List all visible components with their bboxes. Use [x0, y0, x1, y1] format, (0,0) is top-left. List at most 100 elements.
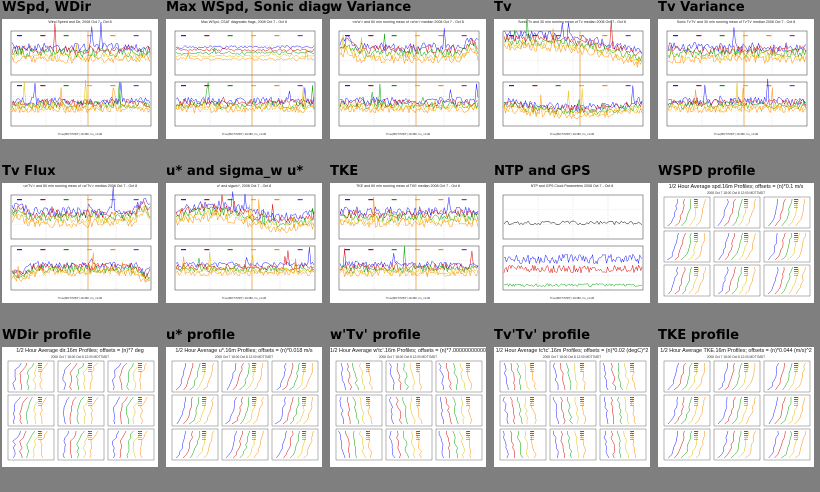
- series-line: [175, 49, 315, 61]
- legend-swatch: [794, 399, 798, 400]
- series-line: [11, 209, 151, 228]
- legend-swatch: [138, 397, 142, 398]
- plot-thumbnail[interactable]: 1/2 Hour Average w'tc'.16m Profiles; off…: [330, 347, 486, 467]
- plot-thumbnail[interactable]: NTP and GPS Clock Parameters 2008 Oct 7 …: [494, 183, 650, 303]
- profile-panel-frame: [221, 360, 269, 393]
- profile-line: [466, 362, 472, 391]
- legend-swatch: [133, 199, 139, 201]
- legend-swatch: [744, 369, 748, 370]
- profile-line: [252, 396, 265, 425]
- profile-line: [517, 430, 524, 459]
- series-line: [503, 22, 643, 55]
- plot-image: [502, 194, 644, 291]
- legend-swatch: [719, 35, 725, 37]
- plot-image: [663, 360, 811, 461]
- plot-thumbnail[interactable]: <w'w'> and 60 min running mean of <w'w'>…: [330, 19, 486, 139]
- legend-swatch: [694, 367, 698, 368]
- profile-line: [774, 430, 786, 459]
- thumbnail-title[interactable]: u* profile: [166, 328, 236, 343]
- thumbnail-title[interactable]: TKE: [330, 164, 359, 179]
- plot-thumbnail[interactable]: 1/2 Hour Average u*.16m Profiles; offset…: [166, 347, 322, 467]
- series-line: [503, 39, 643, 65]
- plot-thumbnail[interactable]: <w'Tv'> and 60 min running mean of <w'Tv…: [2, 183, 158, 303]
- profile-panel-frame: [271, 428, 319, 461]
- thumbnail-title[interactable]: Tv Variance: [658, 0, 745, 15]
- thumbnail-title[interactable]: Tv'Tv' profile: [494, 328, 591, 343]
- legend-swatch: [138, 371, 142, 372]
- profile-panel-frame: [7, 360, 55, 393]
- legend-swatch: [744, 433, 748, 434]
- profile-line: [139, 362, 147, 391]
- plot-thumbnail[interactable]: Max WSpd, CSAT diagnostic flags, 2008 Oc…: [166, 19, 322, 139]
- thumbnail-title[interactable]: TKE profile: [658, 328, 740, 343]
- legend-swatch: [63, 199, 69, 201]
- profile-line: [516, 362, 522, 391]
- profile-line: [69, 396, 77, 425]
- profile-line: [196, 362, 206, 391]
- plot-image: [338, 28, 480, 127]
- profile-line: [718, 266, 729, 295]
- legend-swatch: [17, 85, 22, 87]
- profile-panel-frame: [499, 394, 547, 427]
- profile-panel-frame: [713, 428, 761, 461]
- profile-line: [739, 266, 750, 295]
- series-line: [11, 252, 151, 283]
- legend-swatch: [366, 365, 370, 366]
- legend-swatch: [366, 433, 370, 434]
- legend-swatch: [744, 403, 748, 404]
- legend-swatch: [744, 367, 748, 368]
- plot-thumbnail[interactable]: u* and sigw/u*, 2008 Oct 7 - Oct 8 Time(M…: [166, 183, 322, 303]
- legend-swatch: [416, 371, 420, 372]
- legend-swatch: [466, 431, 470, 432]
- profile-line: [465, 396, 472, 425]
- plot-thumbnail[interactable]: 1/2 Hour Average tc'tc'.16m Profiles; of…: [494, 347, 650, 467]
- thumbnail-title[interactable]: WDir profile: [2, 328, 92, 343]
- plot-thumbnail[interactable]: Wind Speed and Dir, 2008 Oct 7 - Oct 8 Ti…: [2, 19, 158, 139]
- thumbnail-title[interactable]: Tv Flux: [2, 164, 56, 179]
- profile-line: [120, 396, 128, 425]
- series-line: [503, 99, 643, 116]
- legend-swatch: [38, 367, 42, 368]
- series-line: [175, 87, 315, 106]
- profile-line: [359, 396, 365, 425]
- plot-thumbnail[interactable]: Sonic Tv'Tv' and 30 min running mean of …: [658, 19, 814, 139]
- legend-swatch: [694, 269, 698, 270]
- profile-line: [283, 430, 294, 459]
- thumbnail-title[interactable]: WSpd, WDir: [2, 0, 92, 15]
- thumbnail-title[interactable]: u* and sigma_w u*: [166, 164, 304, 179]
- thumbnail-title[interactable]: Tv: [494, 0, 512, 15]
- legend-swatch: [530, 403, 534, 404]
- legend-swatch: [580, 371, 584, 372]
- profile-line: [415, 396, 423, 425]
- legend-swatch: [368, 85, 374, 87]
- plot-thumbnail[interactable]: 1/2 Hour Average dir.16m Profiles; offse…: [2, 347, 158, 467]
- thumbnail-title[interactable]: Max WSpd, Sonic diag: [166, 0, 331, 15]
- thumbnail-title[interactable]: WSPD profile: [658, 164, 756, 179]
- thumbnail-title[interactable]: w'Tv' profile: [330, 328, 421, 343]
- profile-line: [668, 431, 678, 459]
- profile-line: [530, 362, 537, 391]
- legend-swatch: [794, 237, 798, 238]
- legend-swatch: [297, 35, 303, 37]
- thumbnail-title[interactable]: w Variance: [330, 0, 412, 15]
- profile-panel-frame: [663, 264, 711, 297]
- plot-thumbnail[interactable]: 1/2 Hour Average spd.16m Profiles; offse…: [658, 183, 814, 303]
- profile-line: [553, 362, 559, 391]
- profile-line: [26, 362, 34, 391]
- legend-swatch: [438, 249, 444, 251]
- profile-line: [630, 430, 637, 459]
- profile-line: [767, 362, 779, 391]
- profile-line: [560, 362, 566, 391]
- profile-line: [724, 232, 735, 261]
- legend-swatch: [696, 35, 702, 37]
- legend-swatch: [794, 267, 798, 268]
- profile-panel-frame: [713, 196, 761, 229]
- legend-swatch: [302, 371, 306, 372]
- plot-thumbnail[interactable]: TKE and 60 min running mean of TKE media…: [330, 183, 486, 303]
- legend-swatch: [202, 437, 206, 438]
- profile-panel-frame: [271, 360, 319, 393]
- plot-thumbnail[interactable]: Sonic Tv and 30 min running mean of Tv m…: [494, 19, 650, 139]
- thumbnail-title[interactable]: NTP and GPS: [494, 164, 591, 179]
- plot-thumbnail[interactable]: 1/2 Hour Average TKE.16m Profiles; offse…: [658, 347, 814, 467]
- profile-line: [745, 266, 756, 295]
